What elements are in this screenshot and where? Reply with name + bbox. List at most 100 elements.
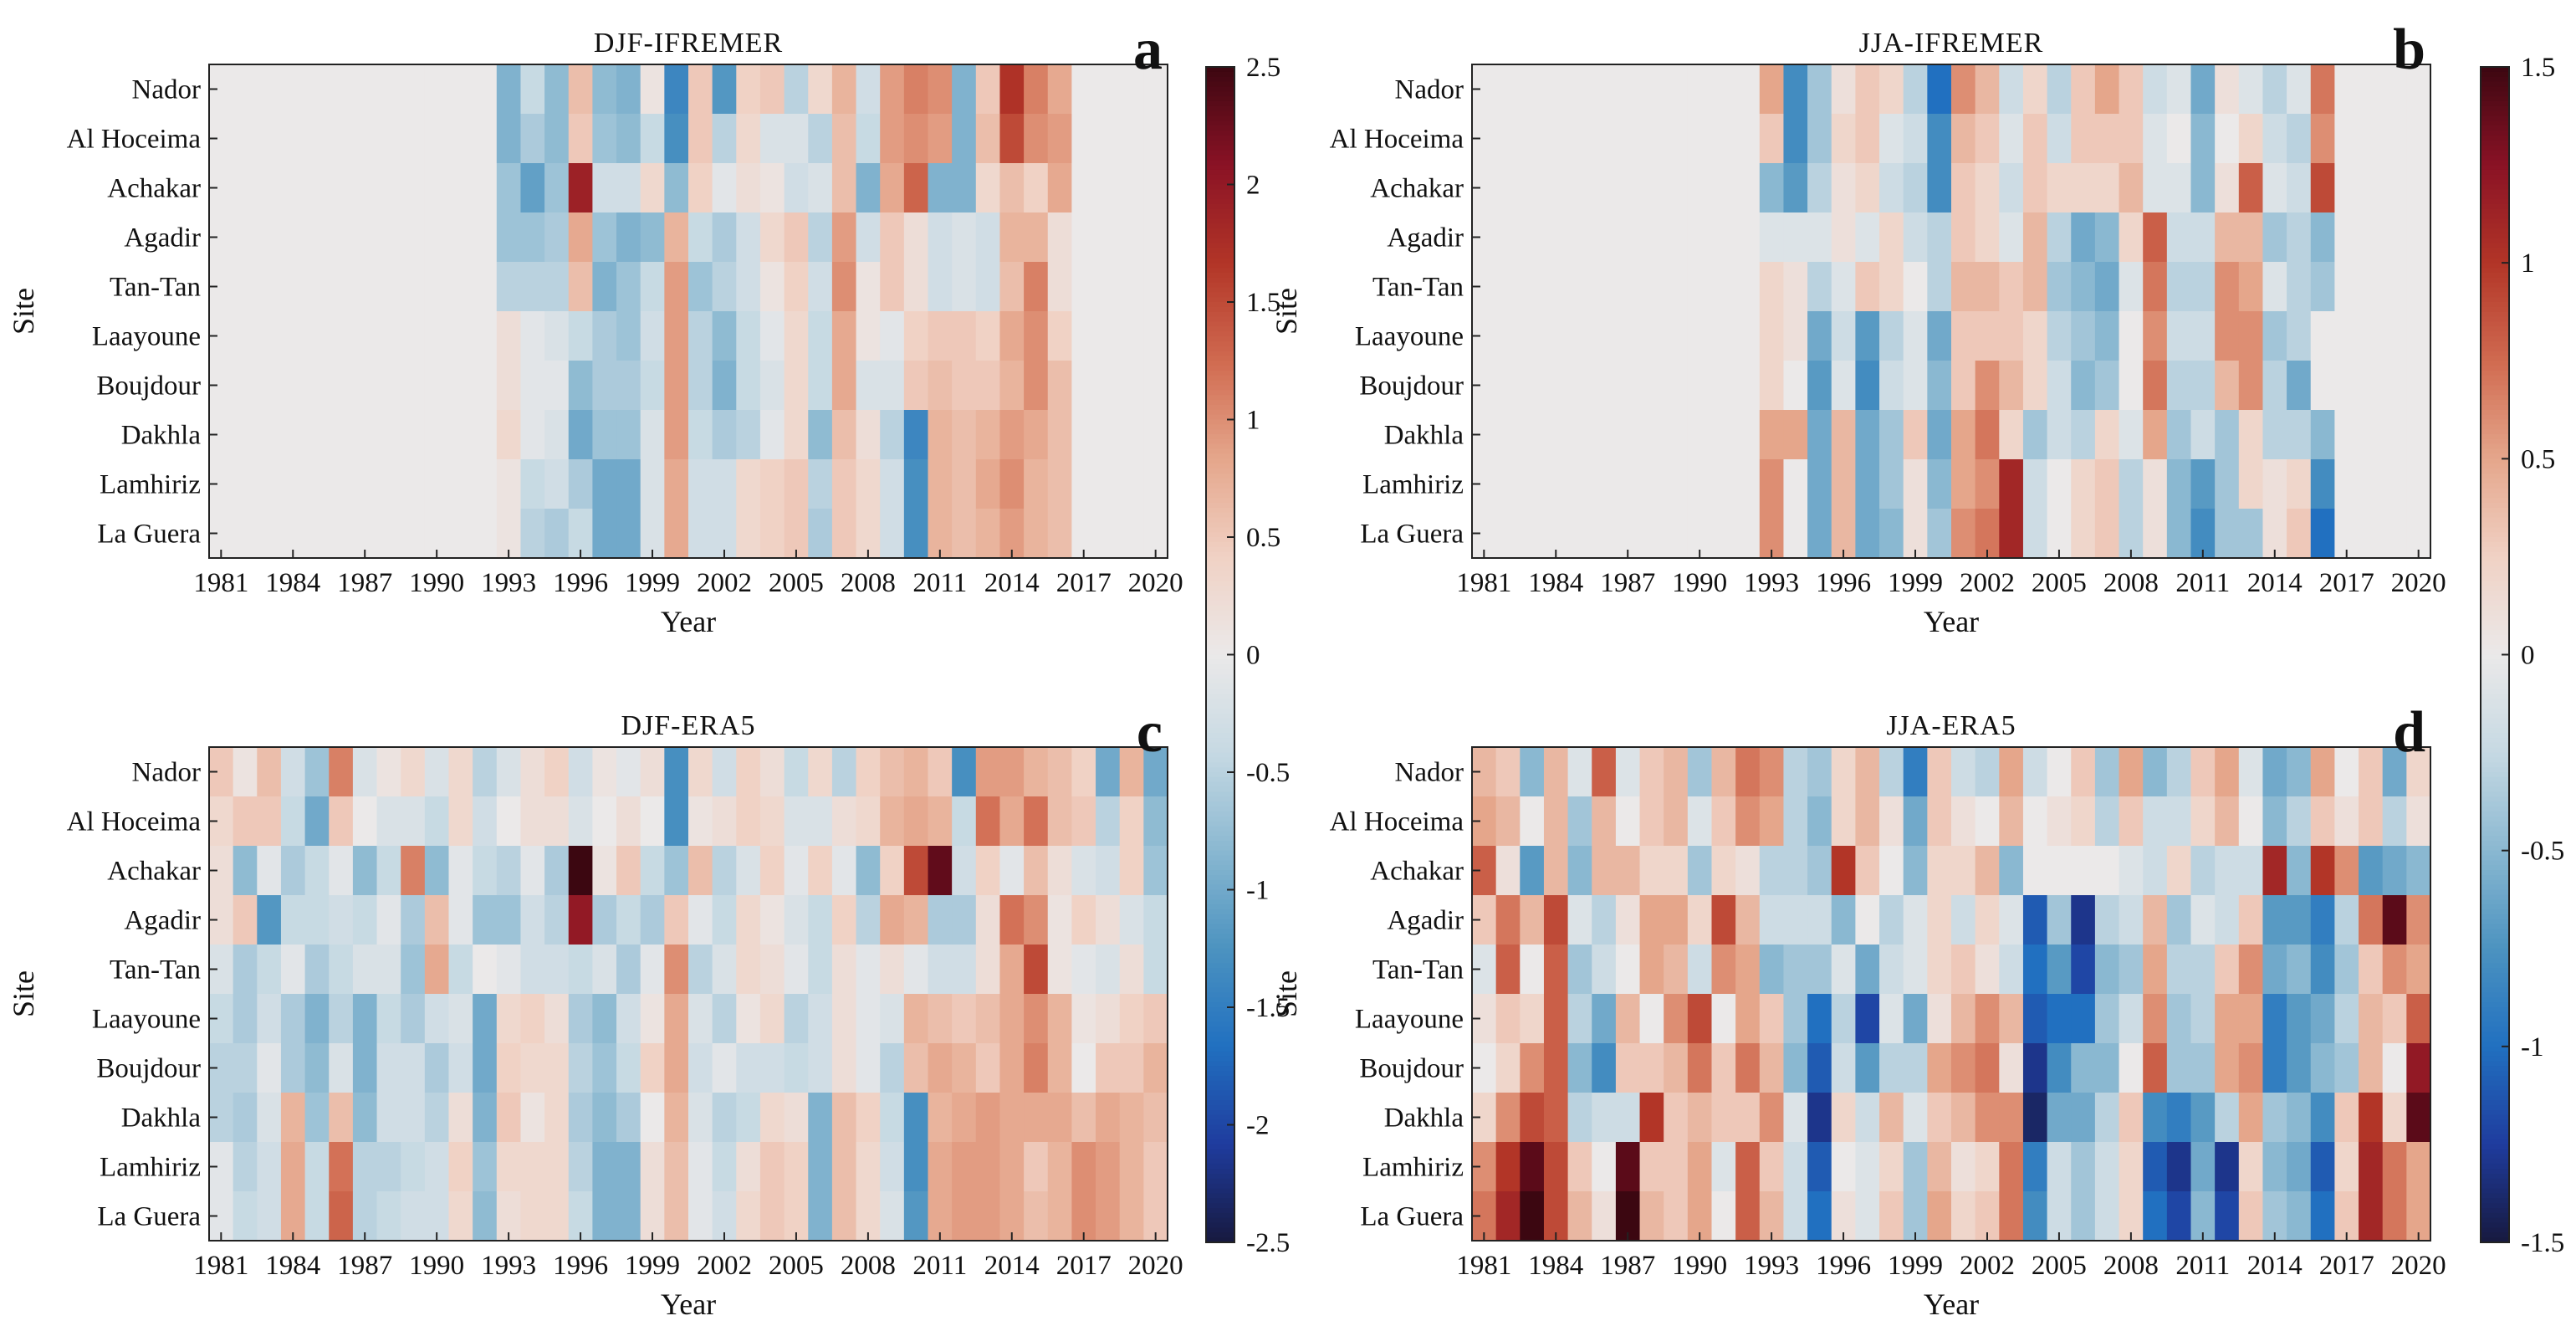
colorbar-segment xyxy=(2481,424,2509,430)
heatmap-cell xyxy=(448,262,473,312)
heatmap-cell xyxy=(640,410,665,460)
heatmap-cell xyxy=(1520,796,1545,847)
heatmap-cell xyxy=(2215,410,2240,460)
heatmap-cell xyxy=(544,945,570,995)
heatmap-cell xyxy=(352,1142,378,1192)
colorbar-segment xyxy=(1206,649,1234,656)
heatmap-cell xyxy=(1999,361,2024,411)
heatmap-cell xyxy=(2071,1191,2096,1242)
heatmap-cell xyxy=(1735,410,1761,460)
heatmap-cell xyxy=(880,747,905,797)
heatmap-cell xyxy=(1096,1191,1121,1242)
heatmap-cell xyxy=(759,945,785,995)
heatmap-cell xyxy=(808,1093,833,1143)
heatmap-cell xyxy=(473,64,498,115)
heatmap-cell xyxy=(1975,895,2000,945)
colorbar-segment xyxy=(2481,110,2509,117)
heatmap-cell xyxy=(1975,311,2000,361)
heatmap-cell xyxy=(2215,846,2240,896)
heatmap-cell xyxy=(2287,846,2312,896)
heatmap-cell xyxy=(1759,1043,1785,1093)
heatmap-cell xyxy=(376,509,401,559)
heatmap-cell xyxy=(1711,163,1736,213)
heatmap-cell xyxy=(496,846,522,896)
heatmap-cell xyxy=(1071,1043,1096,1093)
heatmap-cell xyxy=(1759,212,1785,263)
heatmap-cell xyxy=(831,163,857,213)
heatmap-cell xyxy=(1687,410,1713,460)
heatmap-cell xyxy=(712,846,737,896)
heatmap-cell xyxy=(784,846,809,896)
colorbar-segment xyxy=(2481,694,2509,699)
heatmap-cell xyxy=(999,459,1025,509)
heatmap-cell xyxy=(2119,1142,2144,1192)
heatmap-cell xyxy=(2143,114,2168,164)
heatmap-cell xyxy=(2382,1142,2407,1192)
heatmap-cell xyxy=(1687,747,1713,797)
heatmap-cell xyxy=(544,994,570,1044)
heatmap-cell xyxy=(2310,994,2335,1044)
year-tick-label: 1984 xyxy=(1528,1251,1583,1281)
panel-letter: c xyxy=(1137,700,1163,765)
colorbar-segment xyxy=(1206,1095,1234,1102)
heatmap-cell xyxy=(544,747,570,797)
colorbar-segment xyxy=(2481,346,2509,352)
heatmap-cell xyxy=(1759,796,1785,847)
colorbar-segment xyxy=(2481,1007,2509,1013)
heatmap-cell xyxy=(1999,212,2024,263)
colorbar-segment xyxy=(2481,125,2509,131)
site-tick-label: Dakhla xyxy=(121,421,202,451)
colorbar-segment xyxy=(1206,419,1234,426)
colorbar-segment xyxy=(1206,1212,1234,1219)
colorbar-tick-label: 1 xyxy=(2521,248,2535,279)
heatmap-cell xyxy=(2094,361,2120,411)
heatmap-cell xyxy=(568,994,593,1044)
heatmap-cell xyxy=(1999,163,2024,213)
colorbar-segment xyxy=(1206,390,1234,397)
heatmap-cell xyxy=(664,212,689,263)
heatmap-cell xyxy=(1143,1043,1168,1093)
heatmap-cell xyxy=(2047,311,2072,361)
heatmap-cell xyxy=(2047,747,2072,797)
heatmap-cell xyxy=(280,212,306,263)
colorbar-segment xyxy=(2481,429,2509,435)
heatmap-cell xyxy=(1096,1142,1121,1192)
colorbar-segment xyxy=(2481,904,2509,910)
heatmap-cell xyxy=(808,945,833,995)
heatmap-cell xyxy=(2190,895,2216,945)
heatmap-cell xyxy=(736,361,761,411)
heatmap-cell xyxy=(831,114,857,164)
colorbar-segment xyxy=(1206,708,1234,714)
colorbar-segment xyxy=(1206,939,1234,945)
colorbar-segment xyxy=(2481,478,2509,484)
year-tick-label: 2011 xyxy=(2175,568,2230,598)
heatmap-cell xyxy=(568,796,593,847)
heatmap-cell xyxy=(1143,262,1168,312)
heatmap-cell xyxy=(401,212,426,263)
heatmap-cell xyxy=(1024,895,1049,945)
heatmap-cell xyxy=(1567,945,1592,995)
heatmap-cell xyxy=(784,747,809,797)
heatmap-cell xyxy=(2215,1093,2240,1143)
heatmap-cell xyxy=(664,1093,689,1143)
colorbar-segment xyxy=(2481,776,2509,783)
year-tick-label: 1996 xyxy=(553,1251,608,1281)
heatmap-cell xyxy=(1999,994,2024,1044)
colorbar-segment xyxy=(2481,189,2509,195)
heatmap-cell xyxy=(2047,262,2072,312)
heatmap-cell xyxy=(1639,163,1664,213)
heatmap-cell xyxy=(2071,410,2096,460)
heatmap-cell xyxy=(1879,509,1904,559)
colorbar-segment xyxy=(1206,385,1234,392)
heatmap-cell xyxy=(1119,846,1144,896)
heatmap-cell xyxy=(2119,796,2144,847)
colorbar-segment xyxy=(1206,1109,1234,1116)
colorbar-segment xyxy=(1206,258,1234,264)
heatmap-cell xyxy=(2215,945,2240,995)
heatmap-cell xyxy=(280,262,306,312)
heatmap-cell xyxy=(1071,212,1096,263)
heatmap-cell xyxy=(473,1191,498,1242)
heatmap-cell xyxy=(2287,262,2312,312)
heatmap-cell xyxy=(1783,163,1808,213)
heatmap-cell xyxy=(1711,945,1736,995)
